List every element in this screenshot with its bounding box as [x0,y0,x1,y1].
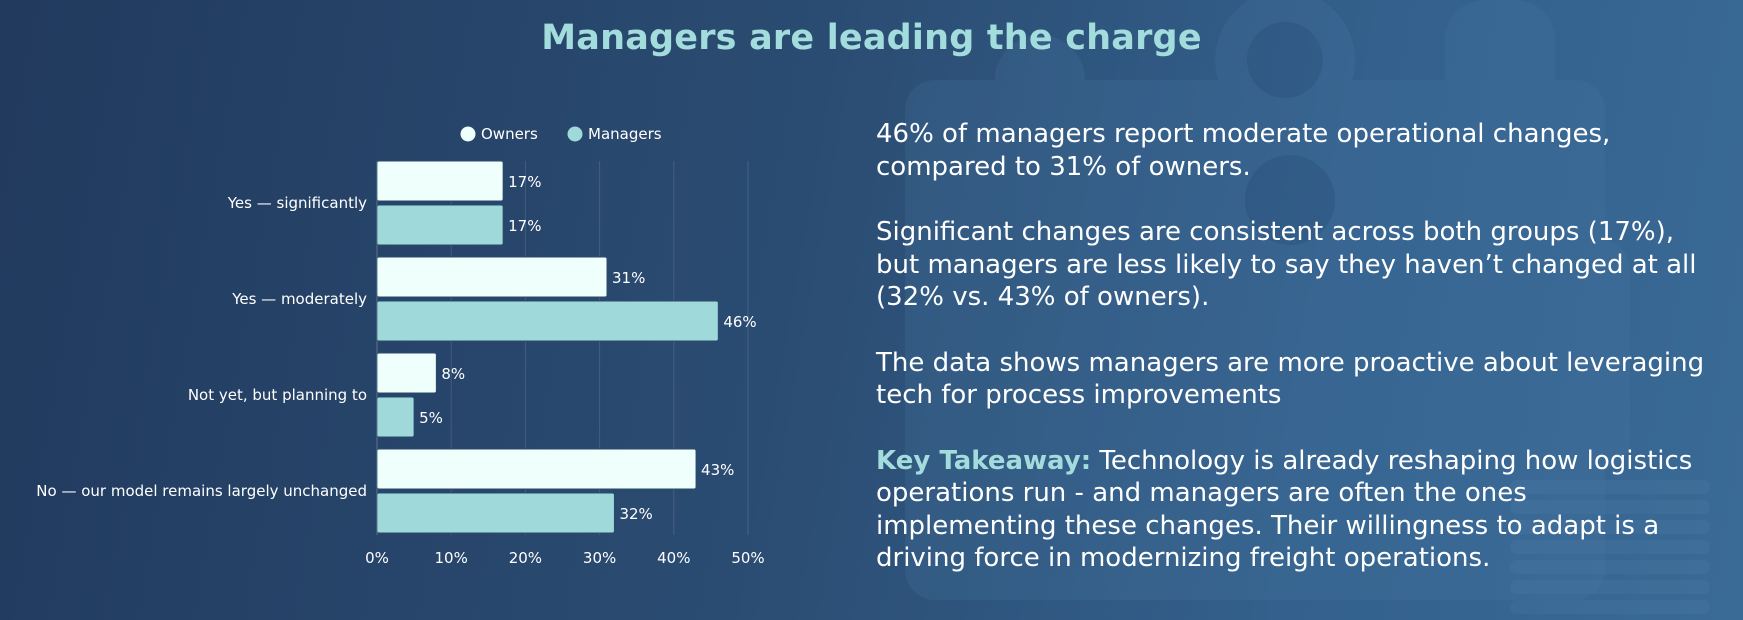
x-tick-label: 10% [435,549,468,567]
key-takeaway-text: Technology is already reshaping how logi… [876,445,1693,574]
x-tick-label: 20% [509,549,542,567]
x-tick-label: 50% [731,549,764,567]
page-title: Managers are leading the charge [541,18,1202,58]
category-label: Yes — significantly [227,194,367,212]
x-tick-label: 0% [365,549,389,567]
key-takeaway: Key Takeaway: Technology is already resh… [876,445,1706,575]
data-label: 17% [508,173,541,191]
category-label: Not yet, but planning to [188,386,367,404]
category-label: No — our model remains largely unchanged [36,482,367,500]
bar-managers [376,492,615,534]
bar-managers [376,204,504,246]
legend-managers-swatch [567,126,583,142]
data-label: 31% [612,269,645,287]
key-takeaway-label: Key Takeaway: [876,445,1092,476]
bar-owners [376,256,608,298]
data-label: 43% [701,461,734,479]
bar-owners [376,352,437,394]
data-label: 17% [508,217,541,235]
data-label: 8% [441,365,465,383]
bar-managers [376,300,719,342]
insight-paragraph-3: The data shows managers are more proacti… [876,347,1705,411]
legend-owners-swatch [460,126,476,142]
bar-managers [376,396,415,438]
data-label: 5% [419,409,443,427]
x-tick-label: 40% [657,549,690,567]
bar-owners [376,448,697,490]
x-tick-label: 30% [583,549,616,567]
legend-managers-label: Managers [588,125,662,143]
data-label: 46% [723,313,756,331]
data-label: 32% [619,505,652,523]
chart-svg: 0% 10% 20% 30% 40% 50% Owners Managers Yes — sig… [36,125,764,567]
insights-panel: 46% of managers report moderate operatio… [876,118,1706,608]
legend-owners-label: Owners [481,125,538,143]
insight-paragraph-1: 46% of managers report moderate operatio… [876,119,1611,182]
category-label: Yes — moderately [231,290,367,308]
bar-owners [376,160,504,202]
bar-chart: 0% 10% 20% 30% 40% 50% Owners Managers Yes — sig… [0,110,820,574]
insight-paragraph-2: Significant changes are consistent acros… [876,217,1697,312]
